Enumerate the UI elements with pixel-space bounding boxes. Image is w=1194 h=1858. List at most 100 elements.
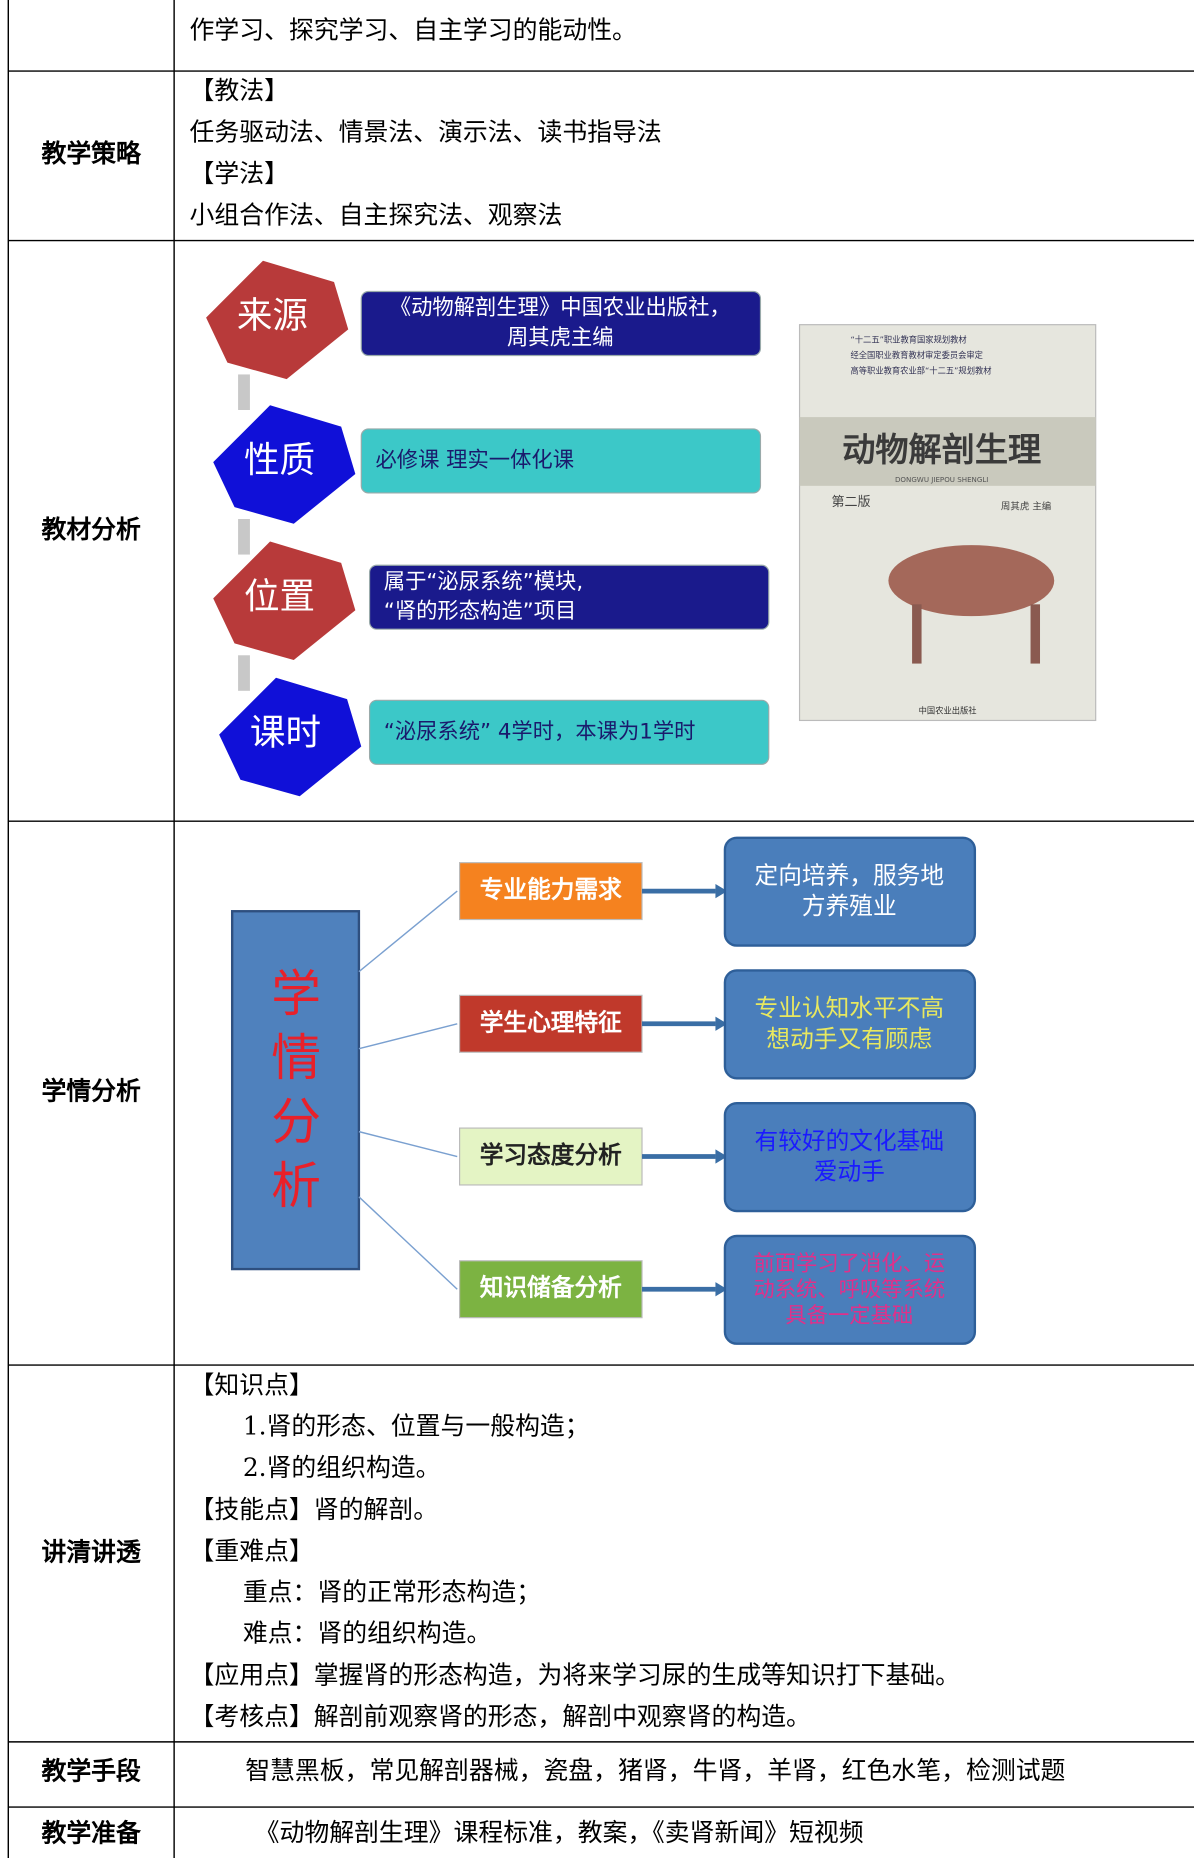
link	[358, 1130, 458, 1158]
info-text: 周其虎主编	[507, 325, 614, 350]
connector	[238, 655, 250, 691]
connector	[238, 374, 250, 410]
link	[358, 1023, 458, 1050]
point-text: 解剖前观察肾的形态，解剖中观察肾的构造。	[314, 1702, 811, 1731]
info-text: 《动物解剖生理》中国农业出版社，	[390, 296, 731, 321]
point-heading: 【技能点】	[190, 1494, 314, 1523]
heading: 位置	[244, 576, 315, 617]
center-box	[230, 910, 361, 1271]
connector	[238, 519, 250, 555]
heading-shape	[213, 405, 356, 524]
point-line: 【应用点】掌握肾的形态构造，为将来学习尿的生成等知识打下基础。	[190, 1660, 961, 1689]
row-label: 教材分析	[41, 515, 141, 544]
detail-text: 专业认知水平不高	[755, 994, 944, 1022]
row-label: 讲清讲透	[41, 1537, 141, 1566]
book-series: “十二五”职业教育国家规划教材	[850, 335, 966, 345]
heading-shape	[213, 541, 356, 661]
point-heading: 【重难点】	[190, 1536, 314, 1565]
info-box	[360, 428, 762, 494]
center-char: 学	[271, 965, 321, 1023]
center-char: 情	[271, 1029, 321, 1087]
book-cow-leg	[912, 604, 922, 664]
book-cover	[798, 324, 1097, 722]
point-item: 1.肾的形态、位置与一般构造；	[243, 1411, 590, 1440]
book-title: 动物解剖生理	[842, 430, 1041, 469]
row-text: 任务驱动法、情景法、演示法、读书指导法	[190, 117, 662, 146]
row-text: 《动物解剖生理》课程标准，教案，《卖肾新闻》短视频	[255, 1818, 864, 1847]
info-text: “肾的形态构造”项目	[384, 599, 577, 624]
row-label: 教学手段	[41, 1757, 141, 1786]
point-item: 难点：肾的组织构造。	[243, 1619, 492, 1648]
point-line: 【考核点】解剖前观察肾的形态，解剖中观察肾的构造。	[190, 1702, 811, 1731]
row-label: 学情分析	[41, 1077, 141, 1106]
book-pinyin: DONGWU JIEPOU SHENGLI	[895, 475, 988, 484]
detail-text: 爱动手	[814, 1158, 885, 1186]
aspect-heading: 学生心理特征	[480, 1008, 622, 1036]
link	[358, 890, 458, 973]
detail-text: 有较好的文化基础	[755, 1127, 944, 1155]
info-text: “泌尿系统” 4学时，本课为1学时	[384, 719, 696, 744]
book-publisher: 中国农业出版社	[919, 705, 977, 715]
detail-box	[723, 1102, 977, 1213]
row-text: 【学法】	[190, 159, 289, 188]
book-edition: 第二版	[832, 494, 871, 510]
point-text: 掌握肾的形态构造，为将来学习尿的生成等知识打下基础。	[314, 1660, 960, 1689]
aspect-box	[459, 862, 643, 921]
point-heading: 【考核点】	[190, 1702, 314, 1731]
row-label: 教学策略	[41, 139, 142, 168]
point-line: 【重难点】	[190, 1536, 314, 1565]
center-char: 分	[271, 1093, 321, 1151]
info-text: 必修课 理实一体化课	[375, 448, 574, 473]
detail-box	[723, 1234, 977, 1345]
info-box	[368, 699, 770, 765]
aspect-heading: 专业能力需求	[480, 876, 622, 904]
heading-shape	[206, 260, 349, 380]
heading-shape	[219, 677, 362, 797]
aspect-heading: 学习态度分析	[480, 1141, 622, 1169]
point-item: 2.肾的组织构造。	[243, 1453, 441, 1482]
row-text: 【教法】	[190, 76, 289, 105]
arrow-head	[715, 883, 728, 899]
info-text: 属于“泌尿系统”模块,	[384, 569, 583, 594]
point-item: 重点：肾的正常形态构造；	[243, 1577, 541, 1606]
point-heading: 【应用点】	[190, 1660, 314, 1689]
aspect-heading: 知识储备分析	[480, 1274, 622, 1302]
link	[358, 1196, 458, 1290]
detail-text: 具备一定基础	[785, 1303, 913, 1328]
detail-box	[723, 836, 977, 947]
book-cow-leg	[1030, 604, 1041, 664]
book-band	[799, 417, 1096, 486]
book-series: 经全国职业教育教材审定委员会审定	[850, 350, 982, 360]
row-label: 教学准备	[41, 1818, 142, 1847]
info-box	[360, 290, 762, 357]
detail-text: 定向培养，服务地	[755, 861, 944, 889]
row-text: 作学习、探究学习、自主学习的能动性。	[190, 15, 637, 44]
point-text: 肾的解剖。	[314, 1494, 438, 1523]
detail-text: 前面学习了消化、运	[753, 1251, 945, 1276]
arrow-head	[715, 1282, 728, 1297]
detail-box	[723, 969, 977, 1080]
book-cow	[888, 545, 1055, 617]
arrow-head	[715, 1149, 728, 1164]
point-line: 【知识点】	[190, 1370, 314, 1399]
heading: 来源	[237, 296, 308, 337]
aspect-box	[459, 1127, 643, 1186]
row-text: 小组合作法、自主探究法、观察法	[190, 200, 563, 229]
detail-text: 动系统、呼吸等系统	[753, 1277, 945, 1302]
table-rules	[7, 0, 1194, 1858]
center-char: 析	[271, 1157, 321, 1215]
heading: 课时	[250, 713, 321, 754]
detail-text: 方养殖业	[802, 892, 897, 920]
point-line: 【技能点】肾的解剖。	[190, 1494, 439, 1523]
detail-text: 想动手又有顾虑	[766, 1025, 932, 1053]
key-points: 【知识点】 1.肾的形态、位置与一般构造； 2.肾的组织构造。【技能点】肾的解剖。【…	[190, 1370, 961, 1731]
aspect-box	[459, 1260, 643, 1319]
arrow-head	[715, 1016, 728, 1031]
point-heading: 【知识点】	[190, 1370, 314, 1399]
book-series: 高等职业教育农业部“十二五”规划教材	[850, 365, 991, 375]
info-box	[368, 564, 770, 630]
